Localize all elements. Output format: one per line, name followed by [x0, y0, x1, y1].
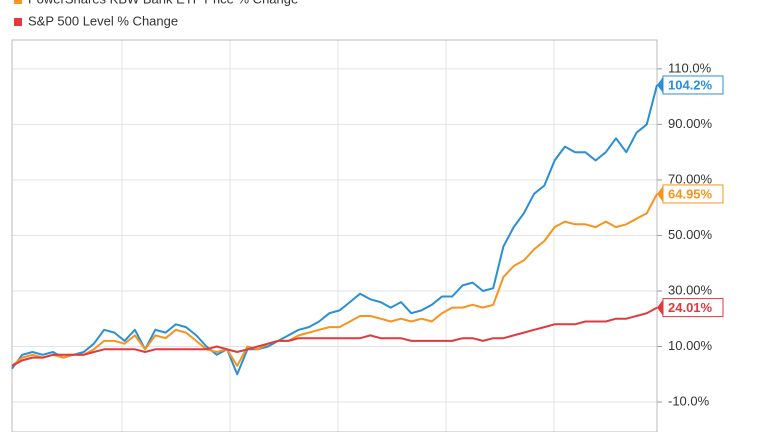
legend-label: PowerShares KBW Bank ETF Price % Change: [28, 0, 298, 6]
y-tick-label: 10.00%: [668, 338, 713, 353]
value-label-bg: [662, 184, 724, 204]
y-tick-label: -10.0%: [668, 393, 710, 408]
legend-swatch: [14, 0, 22, 4]
series-line: [11, 306, 658, 367]
y-tick-label: 30.00%: [668, 282, 713, 297]
value-label-bg: [662, 298, 724, 318]
series-line: [11, 84, 658, 376]
legend-label: S&P 500 Level % Change: [28, 13, 178, 28]
value-label-pointer: [657, 76, 663, 93]
y-tick-label: 70.00%: [668, 171, 713, 186]
y-tick-label: 50.00%: [668, 227, 713, 242]
plot-frame: [11, 39, 658, 432]
value-label: 64.95%: [668, 186, 713, 201]
legend-swatch: [14, 18, 22, 26]
value-label-pointer: [657, 185, 663, 202]
value-label-box: 104.2%: [657, 75, 724, 95]
value-label: 24.01%: [668, 300, 713, 315]
value-label-bg: [662, 75, 724, 95]
value-label-pointer: [657, 299, 663, 316]
value-label: 104.2%: [668, 77, 713, 92]
series-line: [11, 193, 658, 367]
y-tick-label: 90.00%: [668, 116, 713, 131]
value-label-box: 64.95%: [657, 184, 724, 204]
value-label-box: 24.01%: [657, 298, 724, 318]
y-tick-label: 110.0%: [668, 60, 712, 75]
